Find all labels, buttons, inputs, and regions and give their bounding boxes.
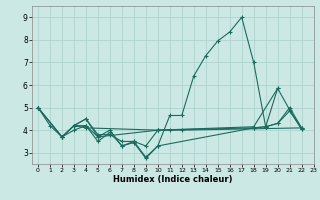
X-axis label: Humidex (Indice chaleur): Humidex (Indice chaleur) <box>113 175 233 184</box>
